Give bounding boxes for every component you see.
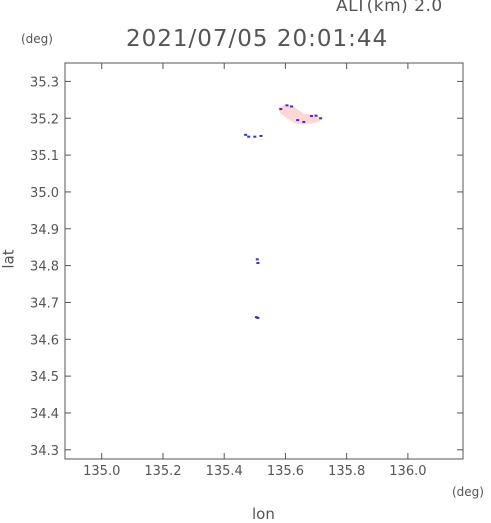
x-axis-label: lon <box>252 505 275 523</box>
plot-frame <box>64 62 464 460</box>
y-tick-label: 34.8 <box>30 260 59 275</box>
y-axis-unit: (deg) <box>21 32 53 46</box>
plot-border <box>64 62 464 460</box>
y-tick-label: 34.5 <box>30 370 59 385</box>
data-point <box>253 135 257 138</box>
data-point <box>256 316 260 319</box>
data-point <box>302 120 306 123</box>
data-points <box>244 104 323 319</box>
x-tick-label: 135.6 <box>267 464 304 479</box>
data-point <box>254 316 258 319</box>
echo-regions <box>277 104 323 125</box>
data-point <box>259 134 263 137</box>
axis-ticks: 135.0 135.2 135.4 135.6 135.8 136.0 34.3 34.4 34… <box>30 63 463 479</box>
data-point <box>290 105 294 108</box>
altitude-label: ALT(km) 2.0 <box>336 0 443 16</box>
y-tick-label: 34.4 <box>30 407 59 422</box>
echo-region-0 <box>277 104 323 125</box>
x-tick-label: 135.2 <box>144 464 181 479</box>
x-tick-label: 136.0 <box>389 464 426 479</box>
y-tick-label: 34.3 <box>30 444 59 459</box>
data-point <box>309 115 313 118</box>
y-tick-label: 35.1 <box>30 149 59 164</box>
x-axis-unit: (deg) <box>452 485 484 499</box>
x-tick-label: 135.0 <box>83 464 120 479</box>
y-tick-label: 34.7 <box>30 296 59 311</box>
y-tick-label: 34.6 <box>30 333 59 348</box>
y-tick-label: 35.2 <box>30 112 59 127</box>
data-point <box>256 262 260 265</box>
data-point <box>319 117 323 120</box>
data-point <box>296 119 300 122</box>
data-point <box>285 104 289 107</box>
data-point <box>314 114 318 117</box>
x-tick-label: 135.4 <box>206 464 243 479</box>
y-tick-label: 35.0 <box>30 186 59 201</box>
chart-title: 2021/07/05 20:01:44 <box>126 26 389 52</box>
x-tick-label: 135.8 <box>328 464 365 479</box>
data-point <box>279 108 283 111</box>
data-point <box>247 135 251 138</box>
data-point <box>244 133 248 136</box>
y-tick-label: 35.3 <box>30 75 59 90</box>
data-point <box>255 258 259 261</box>
y-tick-label: 34.9 <box>30 223 59 238</box>
